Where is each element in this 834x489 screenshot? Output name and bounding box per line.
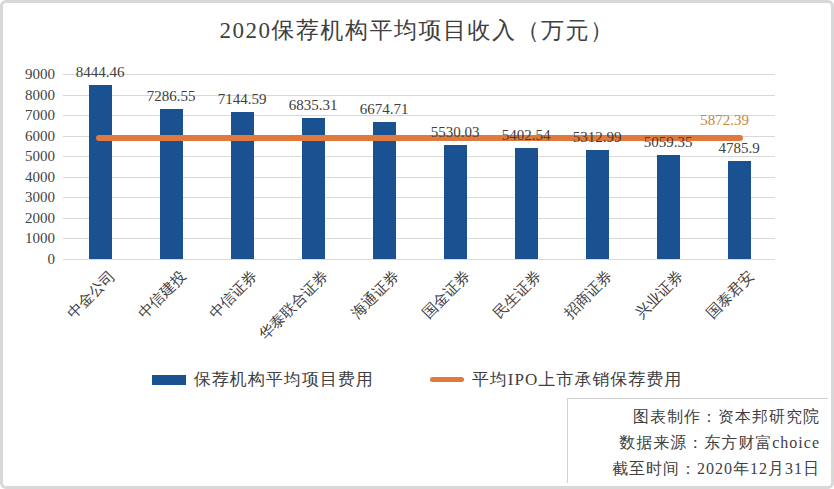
y-tick-label: 0 <box>3 250 55 268</box>
bar <box>373 122 396 259</box>
y-tick-label: 3000 <box>3 188 55 206</box>
bar-series-swatch-icon <box>152 375 186 385</box>
bar-value-label: 8444.46 <box>55 64 145 81</box>
legend-label-line-series: 平均IPO上市承销保荐费用 <box>472 368 682 391</box>
bar <box>728 161 751 259</box>
bar <box>586 150 609 259</box>
footer-line-author: 图表制作：资本邦研究院 <box>568 404 820 430</box>
y-tick-label: 9000 <box>3 65 55 83</box>
bar <box>89 85 112 259</box>
bar-value-label: 4785.9 <box>694 140 784 157</box>
gridline <box>63 74 775 75</box>
footer-line-source: 数据来源：东方财富choice <box>568 430 820 456</box>
gridline <box>63 259 775 260</box>
average-line-value-label: 5872.39 <box>639 112 749 129</box>
footer-line-date: 截至时间：2020年12月31日 <box>568 456 820 482</box>
y-tick-label: 8000 <box>3 86 55 104</box>
y-tick-label: 7000 <box>3 106 55 124</box>
line-series-swatch-icon <box>430 377 464 382</box>
y-tick-label: 4000 <box>3 168 55 186</box>
legend-item-bar-series: 保荐机构平均项目费用 <box>152 368 374 391</box>
bar <box>231 112 254 259</box>
y-tick-label: 5000 <box>3 147 55 165</box>
y-tick-label: 1000 <box>3 229 55 247</box>
bar <box>160 109 183 259</box>
bar <box>657 155 680 259</box>
y-tick-label: 2000 <box>3 209 55 227</box>
chart-image-frame: 2020保荐机构平均项目收入（万元） 010002000300040005000… <box>0 0 834 489</box>
bar-value-label: 6674.71 <box>339 101 429 118</box>
chart-legend: 保荐机构平均项目费用 平均IPO上市承销保荐费用 <box>3 368 831 391</box>
legend-item-line-series: 平均IPO上市承销保荐费用 <box>430 368 682 391</box>
bar <box>515 148 538 259</box>
bar <box>444 145 467 259</box>
chart-source-info: 图表制作：资本邦研究院 数据来源：东方财富choice 截至时间：2020年12… <box>567 398 828 483</box>
y-tick-label: 6000 <box>3 127 55 145</box>
legend-label-bar-series: 保荐机构平均项目费用 <box>194 368 374 391</box>
